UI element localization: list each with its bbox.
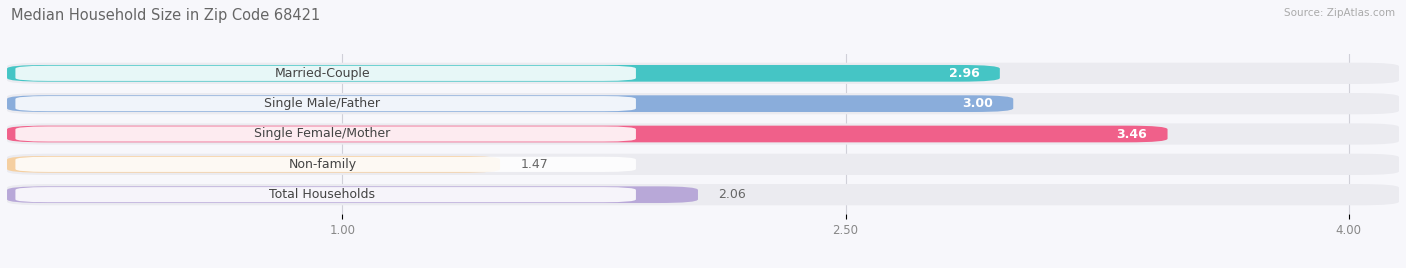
Text: Single Female/Mother: Single Female/Mother [254, 128, 391, 140]
Text: Single Male/Father: Single Male/Father [264, 97, 380, 110]
FancyBboxPatch shape [15, 187, 636, 202]
FancyBboxPatch shape [15, 96, 636, 111]
FancyBboxPatch shape [7, 186, 697, 203]
Text: Median Household Size in Zip Code 68421: Median Household Size in Zip Code 68421 [11, 8, 321, 23]
Text: 1.47: 1.47 [520, 158, 548, 171]
FancyBboxPatch shape [7, 184, 1399, 205]
Text: Total Households: Total Households [270, 188, 375, 201]
FancyBboxPatch shape [7, 156, 501, 173]
FancyBboxPatch shape [7, 154, 1399, 175]
Text: 2.96: 2.96 [949, 67, 980, 80]
FancyBboxPatch shape [7, 93, 1399, 114]
Text: 3.46: 3.46 [1116, 128, 1147, 140]
FancyBboxPatch shape [15, 126, 636, 142]
FancyBboxPatch shape [7, 95, 1014, 112]
FancyBboxPatch shape [15, 157, 636, 172]
FancyBboxPatch shape [7, 63, 1399, 84]
Text: 3.00: 3.00 [962, 97, 993, 110]
Text: Non-family: Non-family [288, 158, 356, 171]
FancyBboxPatch shape [7, 126, 1167, 142]
Text: Married-Couple: Married-Couple [274, 67, 370, 80]
FancyBboxPatch shape [7, 65, 1000, 82]
FancyBboxPatch shape [15, 66, 636, 81]
Text: 2.06: 2.06 [718, 188, 745, 201]
Text: Source: ZipAtlas.com: Source: ZipAtlas.com [1284, 8, 1395, 18]
FancyBboxPatch shape [7, 123, 1399, 145]
